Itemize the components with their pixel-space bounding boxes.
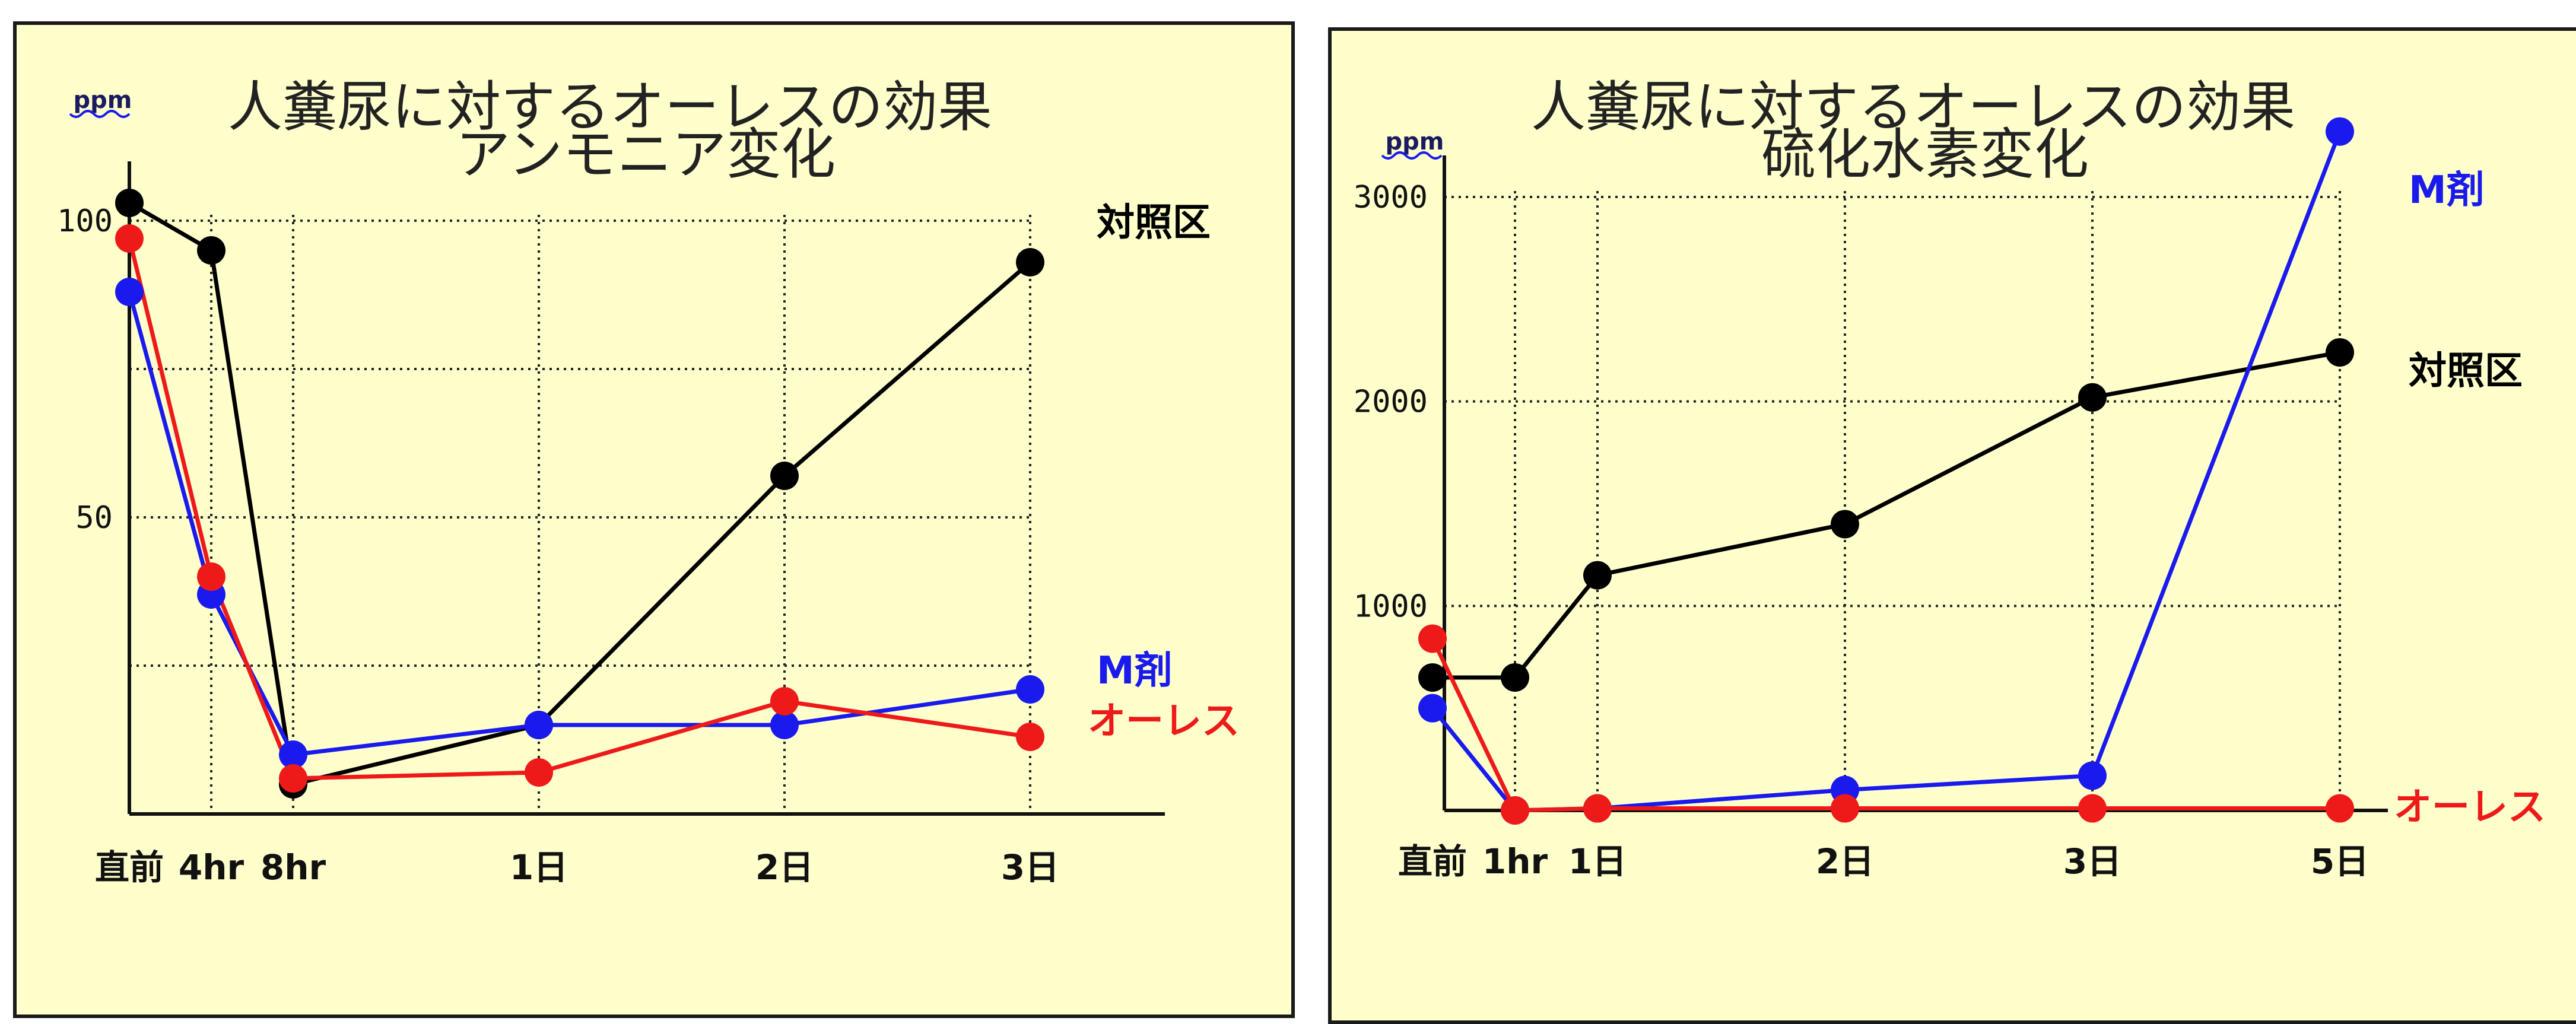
- y-tick-label: 3000: [1354, 180, 1428, 215]
- chart-panel-ammonia: 人糞尿に対するオーレスの効果 アンモニア変化 ppm 100 50 直前 4hr 8hr 1日 2…: [13, 21, 1295, 1018]
- data-point: [197, 236, 225, 265]
- chart-panel-hydrogen-sulfide: 人糞尿に対するオーレスの効果 硫化水素変化 ppm 3000 2000 1000 直前 1hr…: [1328, 27, 2576, 1024]
- data-point: [2078, 383, 2107, 412]
- data-point: [1583, 794, 1612, 823]
- data-point: [2078, 761, 2107, 790]
- x-tick-label: 1日: [1568, 841, 1627, 882]
- series-label: 対照区: [2409, 349, 2523, 393]
- x-tick-label: 2日: [755, 847, 814, 888]
- series-line-1: [1431, 131, 2342, 813]
- data-point: [1016, 248, 1044, 276]
- x-tick-label: 直前: [95, 847, 164, 888]
- y-axis-unit: ppm: [74, 87, 132, 114]
- data-point: [525, 758, 553, 787]
- series-label: M剤: [2409, 168, 2485, 212]
- x-tick-label: 5日: [2311, 841, 2369, 882]
- series-line-2: [1430, 637, 2340, 813]
- chart-subtitle: アンモニア変化: [456, 123, 836, 186]
- series-label: 対照区: [1097, 201, 1211, 245]
- x-tick-label: 2日: [1816, 841, 1874, 882]
- data-point: [525, 711, 553, 739]
- chart-title: 人糞尿に対するオーレスの効果: [1531, 75, 2295, 139]
- series-line-2: [127, 238, 1031, 781]
- data-point: [2326, 338, 2354, 367]
- x-tick-label: 4hr: [179, 847, 244, 888]
- data-point: [115, 224, 144, 253]
- x-tick-label: 直前: [1398, 841, 1467, 882]
- y-tick-label: 50: [75, 500, 113, 536]
- data-point: [1501, 663, 1529, 692]
- data-point: [197, 562, 225, 591]
- data-point: [1016, 723, 1044, 751]
- data-point: [2078, 794, 2107, 823]
- x-tick-label: 8hr: [261, 847, 326, 888]
- data-point: [2326, 794, 2354, 823]
- series-line-1: [127, 291, 1031, 757]
- data-point: [1418, 663, 1447, 692]
- chart-subtitle: 硫化水素変化: [1761, 123, 2089, 186]
- series-label: M剤: [1097, 649, 1173, 693]
- x-tick-label: 1日: [510, 847, 568, 888]
- spellcheck-underline: [69, 110, 131, 118]
- series-line-0: [128, 201, 1032, 787]
- data-point: [1016, 675, 1044, 704]
- data-point: [1418, 624, 1447, 653]
- y-tick-label: 1000: [1354, 589, 1428, 624]
- series-label: オーレス: [1088, 699, 1240, 743]
- data-point: [2326, 117, 2354, 146]
- y-axis-unit: ppm: [1386, 128, 1444, 155]
- data-point: [1418, 694, 1447, 723]
- x-tick-label: 3日: [1001, 847, 1059, 888]
- x-tick-label: 3日: [2063, 841, 2121, 882]
- data-point: [115, 189, 144, 217]
- data-point: [1831, 794, 1859, 823]
- chart-title: 人糞尿に対するオーレスの効果: [228, 75, 992, 139]
- y-tick-label: 100: [57, 203, 113, 239]
- y-tick-label: 2000: [1354, 384, 1428, 420]
- data-point: [1831, 510, 1859, 539]
- data-point: [770, 687, 799, 715]
- data-point: [1583, 561, 1612, 590]
- data-point: [1501, 796, 1529, 825]
- spellcheck-underline: [1381, 151, 1443, 160]
- data-point: [279, 740, 307, 769]
- data-point: [770, 462, 799, 490]
- data-point: [279, 764, 307, 793]
- series-label: オーレス: [2394, 786, 2546, 829]
- data-point: [770, 711, 799, 739]
- data-point: [115, 278, 144, 306]
- x-tick-label: 1hr: [1482, 841, 1548, 882]
